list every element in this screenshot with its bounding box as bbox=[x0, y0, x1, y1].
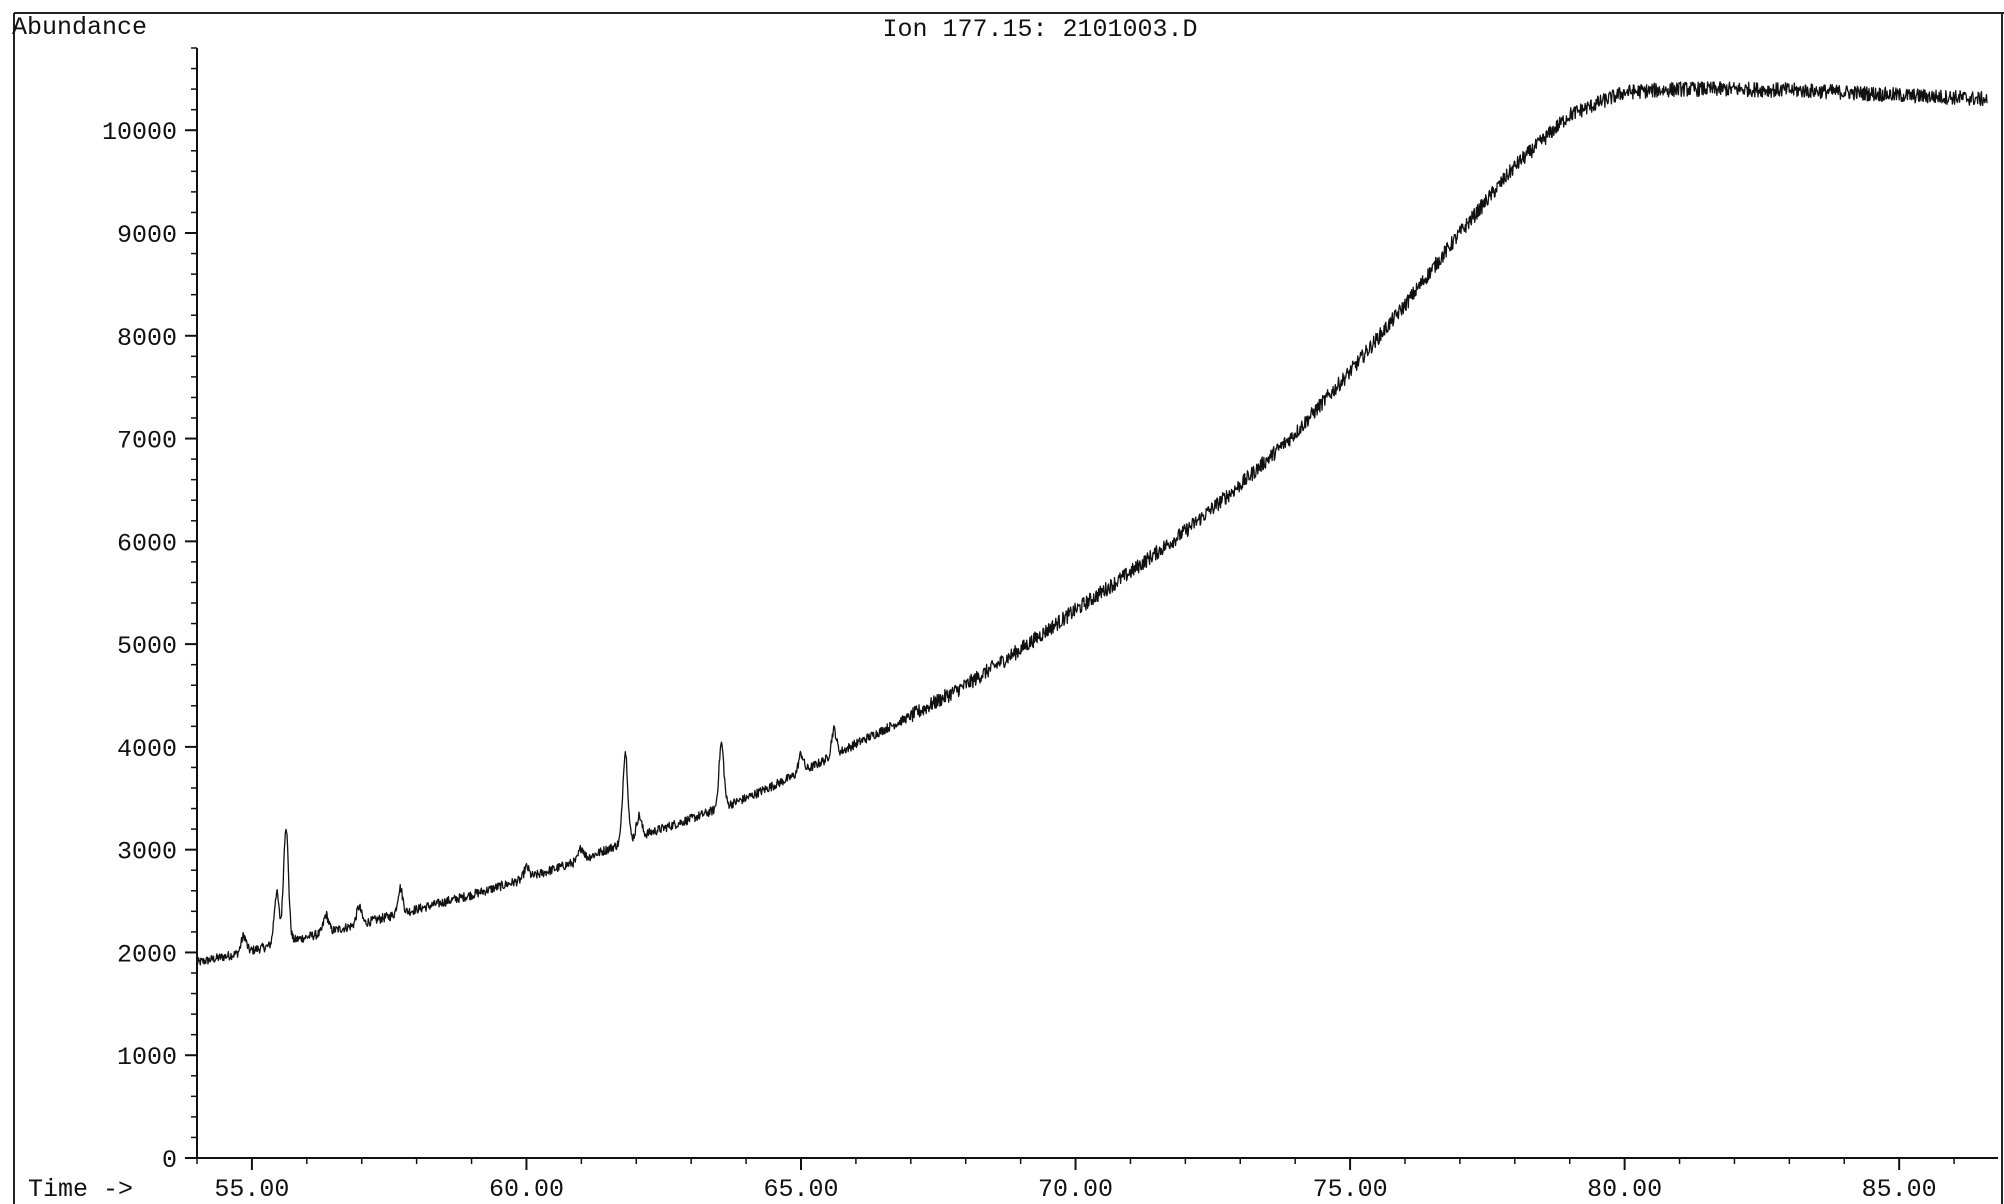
x-tick-label: 65.00 bbox=[763, 1175, 838, 1204]
x-tick-label: 55.00 bbox=[214, 1175, 289, 1204]
x-tick-group bbox=[196, 1158, 1955, 1170]
y-tick-label: 8000 bbox=[117, 324, 177, 353]
series-line bbox=[196, 81, 1988, 966]
y-tick-label: 5000 bbox=[117, 632, 177, 661]
y-tick-label: 6000 bbox=[117, 529, 177, 558]
y-axis-label: Abundance bbox=[12, 13, 147, 42]
chart-title: Ion 177.15: 2101003.D bbox=[882, 15, 1197, 44]
x-tick-label: 85.00 bbox=[1862, 1175, 1937, 1204]
x-tick-label: 60.00 bbox=[489, 1175, 564, 1204]
y-tick-label: 3000 bbox=[117, 838, 177, 867]
x-tick-label: 80.00 bbox=[1587, 1175, 1662, 1204]
y-tick-label-group: 0 1000 2000 3000 4000 5000 6000 7000 8000 9000 100… bbox=[102, 118, 177, 1175]
x-tick-label: 70.00 bbox=[1038, 1175, 1113, 1204]
x-tick-label-group: 55.00 60.00 65.00 70.00 75.00 80.00 85.00 bbox=[214, 1175, 1936, 1204]
y-tick-label: 7000 bbox=[117, 427, 177, 456]
y-tick-label: 9000 bbox=[117, 221, 177, 250]
y-tick-label: 1000 bbox=[117, 1043, 177, 1072]
x-tick-label: 75.00 bbox=[1313, 1175, 1388, 1204]
y-tick-group bbox=[185, 47, 197, 1159]
y-tick-label: 2000 bbox=[117, 940, 177, 969]
y-tick-label: 4000 bbox=[117, 735, 177, 764]
y-tick-label: 10000 bbox=[102, 118, 177, 147]
x-axis-label: Time -> bbox=[28, 1175, 133, 1204]
y-tick-label: 0 bbox=[162, 1146, 177, 1175]
